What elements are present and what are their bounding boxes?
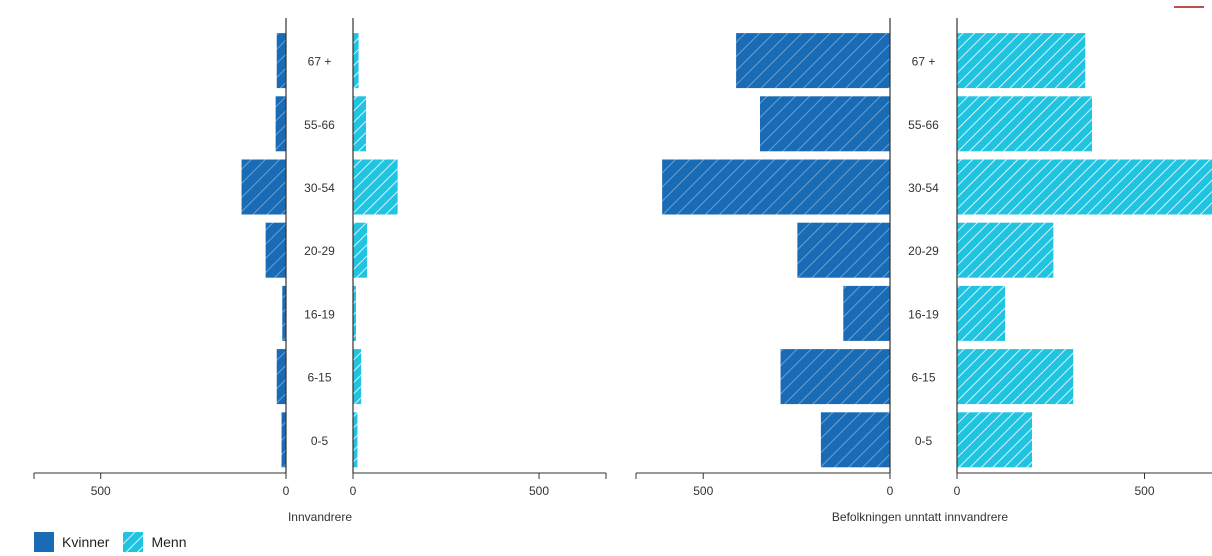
category-label-0-5: 0-5 [311, 434, 329, 448]
category-label-6-15: 6-15 [307, 371, 331, 385]
category-label-55-66: 55-66 [908, 118, 939, 132]
bar-kvinner-55-66[interactable] [760, 96, 890, 152]
bar-kvinner-6-15[interactable] [780, 349, 890, 405]
tick-label-left-0: 0 [283, 484, 290, 498]
bar-kvinner-67[interactable] [276, 33, 286, 89]
bar-menn-16-19[interactable] [353, 285, 356, 341]
category-label-6-15: 6-15 [911, 371, 935, 385]
bar-menn-6-15[interactable] [957, 349, 1074, 405]
bar-menn-0-5[interactable] [957, 412, 1032, 468]
category-label-67: 67 + [308, 55, 332, 69]
legend-swatch-menn [123, 532, 144, 552]
x-axis-title: Befolkningen unntatt innvandrere [832, 510, 1008, 524]
category-label-20-29: 20-29 [908, 244, 939, 258]
legend-swatch-kvinner [34, 532, 54, 552]
bar-menn-55-66[interactable] [957, 96, 1092, 152]
tick-label-right-500: 500 [529, 484, 549, 498]
legend-label-menn: Menn [151, 534, 187, 550]
bar-kvinner-20-29[interactable] [797, 222, 890, 278]
bar-kvinner-67[interactable] [736, 33, 890, 89]
bar-menn-6-15[interactable] [353, 349, 362, 405]
legend: Kvinner Menn [34, 532, 201, 552]
bar-menn-16-19[interactable] [957, 285, 1005, 341]
legend-label-kvinner: Kvinner [62, 534, 110, 550]
category-label-30-54: 30-54 [304, 181, 335, 195]
corner-accent-line [1174, 6, 1204, 8]
bar-kvinner-16-19[interactable] [843, 285, 890, 341]
bar-menn-0-5[interactable] [353, 412, 358, 468]
tick-label-left-500: 500 [693, 484, 713, 498]
bar-menn-30-54[interactable] [957, 159, 1212, 215]
bar-kvinner-20-29[interactable] [265, 222, 286, 278]
category-label-55-66: 55-66 [304, 118, 335, 132]
bar-menn-20-29[interactable] [957, 222, 1054, 278]
category-label-16-19: 16-19 [908, 307, 939, 321]
tick-label-right-0: 0 [350, 484, 357, 498]
pyramid-befolkningen: 67 + 55-66 30-54 20-29 16-19 6-15 0-5 500 0 0 500 B… [635, 18, 1212, 524]
category-label-67: 67 + [912, 55, 936, 69]
legend-item-menn[interactable]: Menn [123, 532, 187, 552]
bar-menn-20-29[interactable] [353, 222, 368, 278]
bar-kvinner-6-15[interactable] [276, 349, 286, 405]
bar-kvinner-0-5[interactable] [820, 412, 890, 468]
tick-label-right-500: 500 [1134, 484, 1154, 498]
bar-menn-67[interactable] [957, 33, 1086, 89]
category-label-20-29: 20-29 [304, 244, 335, 258]
pyramid-innvandrere: 67 + 55-66 30-54 20-29 16-19 6-15 0-5 500 0 0 500 I… [33, 18, 607, 524]
category-label-0-5: 0-5 [915, 434, 933, 448]
category-label-16-19: 16-19 [304, 307, 335, 321]
tick-label-left-500: 500 [91, 484, 111, 498]
bar-kvinner-30-54[interactable] [662, 159, 890, 215]
bar-kvinner-55-66[interactable] [275, 96, 286, 152]
bar-kvinner-30-54[interactable] [241, 159, 286, 215]
category-label-30-54: 30-54 [908, 181, 939, 195]
legend-item-kvinner[interactable]: Kvinner [34, 532, 109, 552]
bar-kvinner-16-19[interactable] [282, 285, 286, 341]
bar-menn-55-66[interactable] [353, 96, 367, 152]
bar-menn-30-54[interactable] [353, 159, 398, 215]
tick-label-right-0: 0 [954, 484, 961, 498]
x-axis-title: Innvandrere [288, 510, 352, 524]
tick-label-left-0: 0 [887, 484, 894, 498]
bar-menn-67[interactable] [353, 33, 359, 89]
bar-kvinner-0-5[interactable] [281, 412, 286, 468]
